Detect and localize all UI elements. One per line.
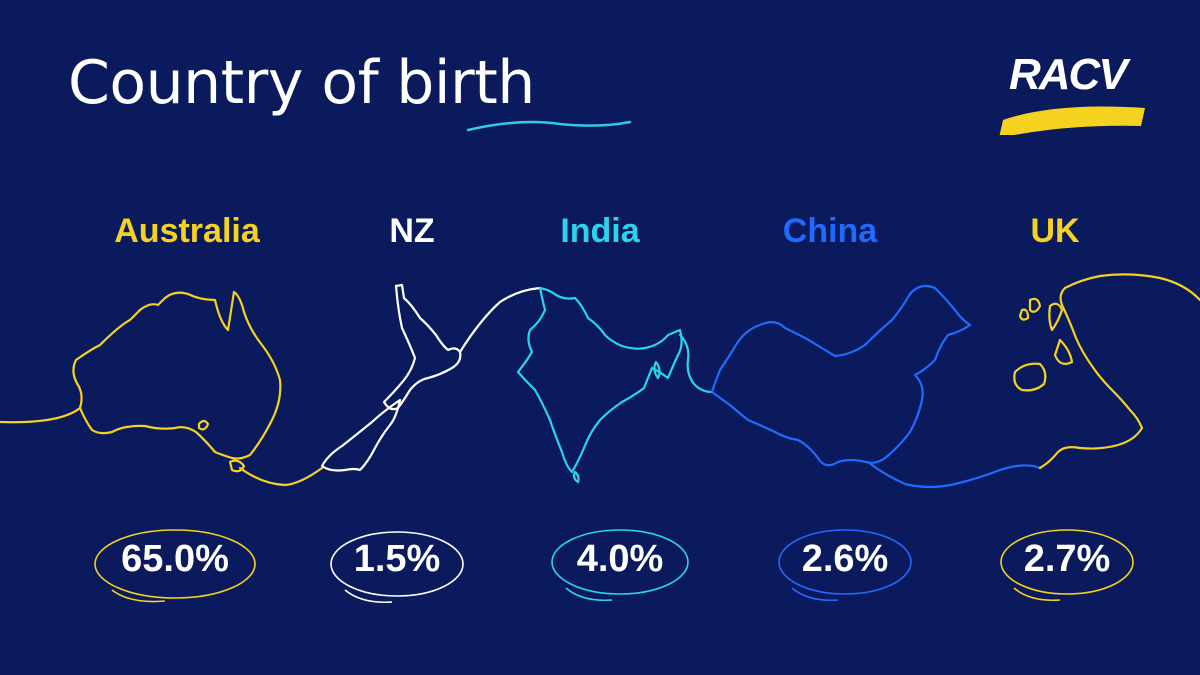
racv-logo: RACV (995, 50, 1150, 135)
logo-text: RACV (1009, 50, 1128, 99)
value-label-india: 4.0% (576, 538, 664, 580)
uk-outline (1013, 273, 1200, 470)
page-title: Country of birth (68, 48, 535, 118)
country-label-uk: UK (1030, 212, 1080, 250)
oval-china (778, 529, 912, 602)
value-label-uk: 2.7% (1023, 538, 1111, 580)
china-outline (710, 284, 1042, 489)
title-part-2: birth (396, 48, 535, 118)
value-label-china: 2.6% (801, 538, 889, 580)
nz-outline (320, 283, 542, 472)
oval-uk (1000, 529, 1134, 602)
oval-australia (94, 529, 256, 603)
australia-outline (0, 290, 324, 487)
country-label-china: China (782, 212, 878, 250)
oval-nz (330, 531, 464, 604)
india-outline (516, 286, 714, 484)
country-label-india: India (560, 212, 640, 250)
oval-india (551, 529, 689, 602)
title-part-1: Country of (68, 48, 379, 118)
value-label-australia: 65.0% (121, 538, 229, 580)
country-label-australia: Australia (114, 212, 260, 250)
value-label-nz: 1.5% (353, 538, 441, 580)
title-underline (466, 120, 632, 132)
country-label-nz: NZ (389, 212, 435, 250)
